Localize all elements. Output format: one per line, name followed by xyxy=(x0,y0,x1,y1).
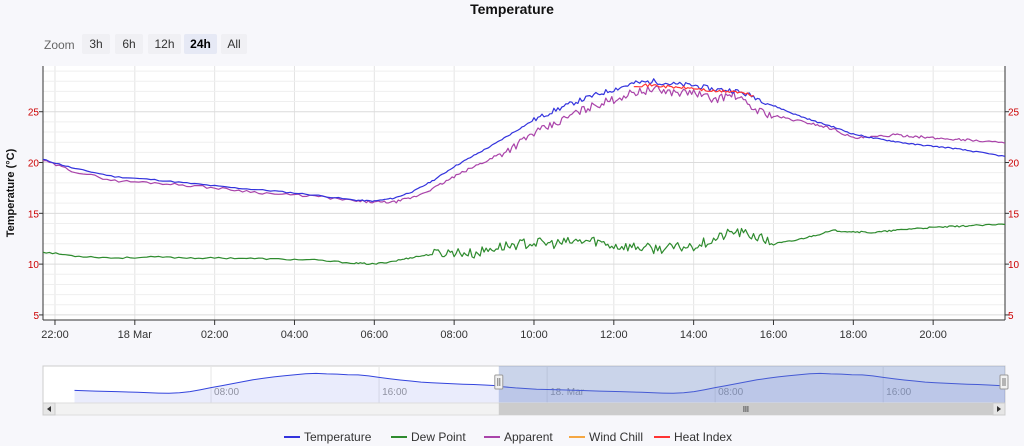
y-tick-label: 25 xyxy=(28,108,40,119)
handle-body[interactable] xyxy=(999,374,1009,390)
legend-label[interactable]: Heat Index xyxy=(674,430,732,444)
x-tick-label: 22:00 xyxy=(41,329,69,341)
y-tick-label: 15 xyxy=(28,209,40,220)
scrollbar-left-arrow[interactable] xyxy=(42,402,56,416)
navigator-tick-label: 18. Mar xyxy=(550,387,585,398)
navigator-line xyxy=(74,372,1006,394)
x-tick-label: 12:00 xyxy=(600,329,628,341)
y-tick-label-right: 10 xyxy=(1008,260,1020,271)
series-line-dew-point xyxy=(43,223,1005,265)
y-tick-label-right: 20 xyxy=(1008,159,1020,170)
zoom-controls: Zoom 3h 6h 12h 24h All xyxy=(44,34,247,54)
zoom-button-label[interactable]: 3h xyxy=(89,37,102,51)
zoom-button-bg[interactable] xyxy=(184,34,217,54)
navigator-tick-label: 08:00 xyxy=(718,387,743,398)
legend-item-apparent[interactable]: Apparent xyxy=(484,430,553,444)
zoom-button-6h[interactable]: 6h xyxy=(115,34,143,54)
zoom-label: Zoom xyxy=(44,38,75,52)
zoom-button-3h[interactable]: 3h xyxy=(82,34,110,54)
navigator-tick-label: 08:00 xyxy=(214,387,239,398)
x-tick-label: 20:00 xyxy=(919,329,947,341)
zoom-button-bg[interactable] xyxy=(115,34,143,54)
x-tick-label: 08:00 xyxy=(440,329,468,341)
x-tick-label: 02:00 xyxy=(201,329,229,341)
zoom-button-label[interactable]: 12h xyxy=(154,37,174,51)
zoom-button-bg[interactable] xyxy=(148,34,181,54)
navigator-tick-label: 16:00 xyxy=(886,387,911,398)
navigator-tick-label: 16:00 xyxy=(382,387,407,398)
navigator-handle-left[interactable] xyxy=(494,374,504,390)
series-line-temperature xyxy=(43,78,1005,203)
series-group xyxy=(43,78,1005,265)
y-tick-label: 10 xyxy=(28,260,40,271)
x-tick-label: 16:00 xyxy=(760,329,788,341)
x-tick-label: 04:00 xyxy=(281,329,309,341)
zoom-button-bg[interactable] xyxy=(221,34,247,54)
x-tick-label: 18:00 xyxy=(840,329,868,341)
legend-item-wind-chill[interactable]: Wind Chill xyxy=(569,430,643,444)
zoom-button-All[interactable]: All xyxy=(221,34,247,54)
navigator[interactable]: 08:00 16:00 18. Mar 08:00 16:00 xyxy=(42,365,1009,404)
zoom-button-12h[interactable]: 12h xyxy=(148,34,181,54)
x-tick-label: 14:00 xyxy=(680,329,708,341)
zoom-button-24h[interactable]: 24h xyxy=(184,34,217,54)
legend-label[interactable]: Temperature xyxy=(304,430,372,444)
y-tick-label: 5 xyxy=(33,311,39,322)
handle-body[interactable] xyxy=(494,374,504,390)
zoom-button-label[interactable]: All xyxy=(227,37,240,51)
y-axis-label: Temperature (°C) xyxy=(5,148,17,237)
series-line-heat-index xyxy=(633,83,754,97)
zoom-button-label[interactable]: 6h xyxy=(122,37,135,51)
navigator-scrollbar[interactable] xyxy=(42,402,1006,416)
legend-label[interactable]: Apparent xyxy=(504,430,553,444)
navigator-handle-right[interactable] xyxy=(999,374,1009,390)
grid xyxy=(43,66,1005,320)
y-tick-label-right: 25 xyxy=(1008,108,1020,119)
left-arrow-icon[interactable] xyxy=(47,406,51,412)
series-line-apparent xyxy=(43,85,1005,204)
legend-label[interactable]: Dew Point xyxy=(411,430,466,444)
y-tick-label: 20 xyxy=(28,159,40,170)
navigator-area xyxy=(74,373,1005,403)
y-tick-label-right: 5 xyxy=(1008,311,1014,322)
zoom-button-bg[interactable] xyxy=(82,34,110,54)
x-tick-label: 18 Mar xyxy=(118,329,153,341)
chart-title: Temperature xyxy=(470,1,554,17)
legend: Temperature Dew Point Apparent Wind Chill He… xyxy=(284,430,732,444)
navigator-selection[interactable] xyxy=(498,366,1005,403)
x-tick-label: 10:00 xyxy=(520,329,548,341)
legend-item-heat-index[interactable]: Heat Index xyxy=(654,430,732,444)
y-tick-label-right: 15 xyxy=(1008,209,1020,220)
x-tick-label: 06:00 xyxy=(361,329,389,341)
navigator-frame xyxy=(42,365,1006,404)
scrollbar-right-arrow[interactable] xyxy=(992,402,1006,416)
legend-label[interactable]: Wind Chill xyxy=(589,430,643,444)
right-arrow-icon[interactable] xyxy=(997,406,1001,412)
legend-item-temperature[interactable]: Temperature xyxy=(284,430,372,444)
zoom-button-label[interactable]: 24h xyxy=(190,37,211,51)
legend-item-dew-point[interactable]: Dew Point xyxy=(391,430,466,444)
